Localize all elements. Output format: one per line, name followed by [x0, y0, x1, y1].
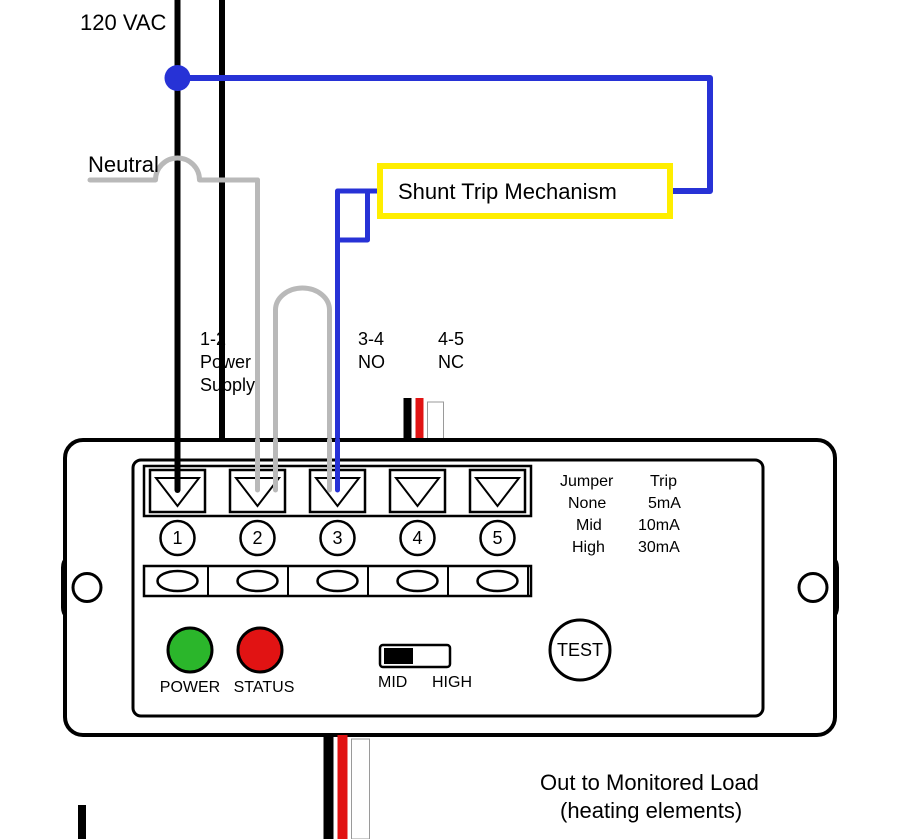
label-out1: Out to Monitored Load: [540, 770, 759, 795]
out-wire-shield: [352, 739, 370, 839]
jumper-switch-pos: [384, 648, 413, 664]
label-test: TEST: [557, 640, 603, 660]
stray-wire: [78, 805, 86, 839]
terminal-num-label-5: 5: [492, 528, 502, 548]
label-mid: MID: [378, 674, 407, 691]
label-neutral: Neutral: [88, 152, 159, 177]
label-shunt: Shunt Trip Mechanism: [398, 179, 617, 204]
terminal-num-label-3: 3: [332, 528, 342, 548]
label-status: STATUS: [234, 679, 295, 696]
label-high: HIGH: [432, 674, 472, 691]
terminal-num-label-4: 4: [412, 528, 422, 548]
wire-grey-loop-top: [276, 288, 330, 310]
power-led: [168, 628, 212, 672]
label-12c: Supply: [200, 375, 255, 395]
out-wire-red: [338, 735, 348, 839]
label-out2: (heating elements): [560, 798, 742, 823]
terminal-num-label-1: 1: [172, 528, 182, 548]
label-12a: 1-2: [200, 329, 226, 349]
mount-hole-left: [73, 574, 101, 602]
mount-hole-right: [799, 574, 827, 602]
label-trip: Trip: [650, 473, 677, 490]
label-jhigh: High: [572, 539, 605, 556]
label-45b: NC: [438, 352, 464, 372]
label-34b: NO: [358, 352, 385, 372]
out-wire-black: [324, 735, 334, 839]
label-34a: 3-4: [358, 329, 384, 349]
status-led: [238, 628, 282, 672]
label-jnone: None: [568, 495, 606, 512]
label-tr30: 30mA: [638, 539, 680, 556]
label-120vac: 120 VAC: [80, 10, 167, 35]
terminal-num-label-2: 2: [252, 528, 262, 548]
label-12b: Power: [200, 352, 251, 372]
label-tr10: 10mA: [638, 517, 680, 534]
label-45a: 4-5: [438, 329, 464, 349]
label-jumper: Jumper: [560, 473, 614, 490]
wiring-diagram: 120 VAC Neutral 1-2 Power Supply 3-4 NO 4-5 NC Sh…: [0, 0, 900, 839]
label-tr5: 5mA: [648, 495, 681, 512]
label-power: POWER: [160, 679, 220, 696]
label-jmid: Mid: [576, 517, 602, 534]
